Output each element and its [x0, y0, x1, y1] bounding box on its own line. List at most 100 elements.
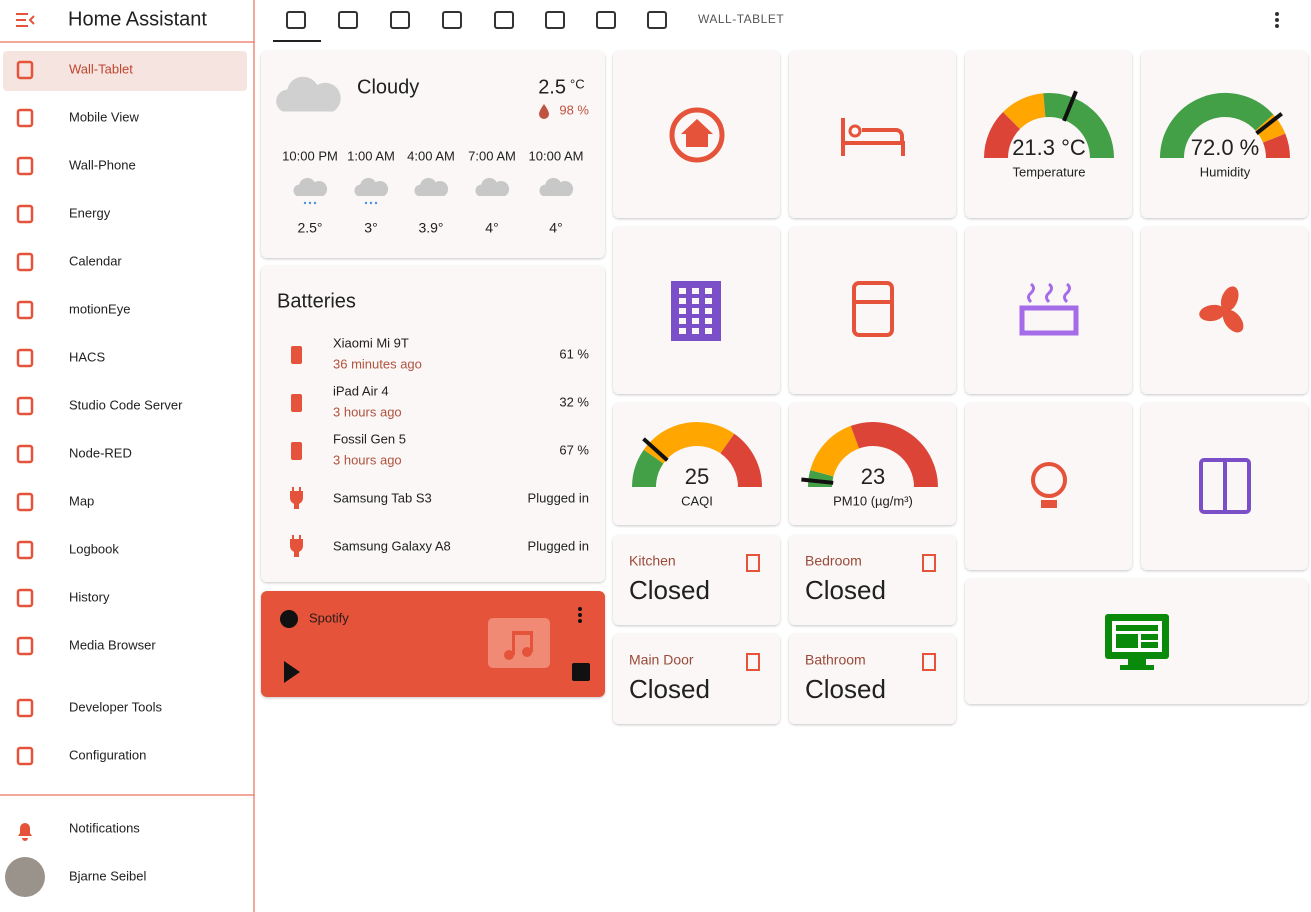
nav-item[interactable]: Bjarne Seibel: [69, 868, 146, 883]
gauge-segment: [643, 422, 735, 464]
tile-card[interactable]: [965, 403, 1132, 570]
view-tab[interactable]: [338, 11, 358, 29]
gauge-segment: [810, 425, 860, 477]
play-button[interactable]: [284, 661, 300, 683]
nav-item[interactable]: Studio Code Server: [69, 397, 183, 412]
nav-item[interactable]: Configuration: [69, 747, 146, 762]
tile-card[interactable]: [1141, 51, 1308, 218]
window: [679, 288, 686, 294]
sidebar: [0, 0, 254, 912]
door-state: Closed: [805, 674, 886, 704]
bulb-base: [1041, 500, 1057, 508]
nav-item[interactable]: motionEye: [69, 301, 130, 316]
media-placeholder: [488, 618, 550, 668]
home-icon: [669, 107, 725, 163]
gauge-needle: [801, 477, 834, 485]
nav-item[interactable]: Logbook: [69, 541, 119, 556]
bed-icon: [841, 118, 905, 156]
door-state: Closed: [629, 575, 710, 605]
humidity-icon: [539, 104, 549, 119]
view-tab[interactable]: [494, 11, 514, 29]
gauge-segment: [1160, 93, 1274, 159]
media-menu[interactable]: [578, 607, 582, 623]
gauge-value: 21.3 °C: [1012, 135, 1086, 160]
view-tab[interactable]: [286, 11, 306, 29]
battery-state: 32 %: [559, 394, 589, 409]
window: [705, 308, 712, 314]
heat-wave: [1063, 282, 1071, 304]
gauge-label: CAQI: [681, 493, 713, 508]
nav-item[interactable]: Developer Tools: [69, 699, 162, 714]
nav-icon: [16, 636, 34, 656]
nav-item[interactable]: Media Browser: [69, 637, 156, 652]
rain-drop: [364, 201, 368, 205]
view-tab[interactable]: [390, 11, 410, 29]
view-tab[interactable]: [647, 11, 667, 29]
battery-time: 36 minutes ago: [333, 356, 422, 371]
menu-icon[interactable]: [16, 13, 35, 27]
forecast-temp: 3.9°: [418, 220, 443, 236]
media-card[interactable]: [261, 591, 605, 697]
overflow-menu[interactable]: [1275, 12, 1279, 28]
door-state: Closed: [629, 674, 710, 704]
batteries-card: [261, 266, 605, 582]
nav-item[interactable]: Calendar: [69, 253, 122, 268]
nav-item[interactable]: History: [69, 589, 110, 604]
nav-icon: [16, 204, 34, 224]
batteries-title: Batteries: [277, 290, 356, 312]
forecast-time: 7:00 AM: [468, 148, 516, 163]
door-name: Kitchen: [629, 553, 676, 569]
battery-name: Xiaomi Mi 9T: [333, 335, 409, 350]
nav-icon: [16, 252, 34, 272]
view-tab[interactable]: [545, 11, 565, 29]
tile-card[interactable]: [965, 51, 1132, 218]
door-card[interactable]: [613, 535, 780, 625]
view-tab[interactable]: [596, 11, 616, 29]
gauge-value: 23: [861, 464, 885, 489]
gauge-value: 25: [685, 464, 709, 489]
forecast-time: 1:00 AM: [347, 148, 395, 163]
nav-item[interactable]: Map: [69, 493, 94, 508]
door-card[interactable]: [613, 634, 780, 724]
view-title: WALL-TABLET: [698, 12, 784, 26]
window: [705, 318, 712, 324]
nav-item[interactable]: HACS: [69, 349, 105, 364]
tile-card[interactable]: [789, 51, 956, 218]
battery-icon: [291, 442, 302, 460]
heat-wave: [1045, 282, 1053, 304]
rain-drop: [308, 201, 312, 205]
gauge-segment: [850, 422, 938, 488]
weather-condition: Cloudy: [357, 76, 419, 98]
nav-item[interactable]: Wall-Phone: [69, 157, 136, 172]
battery-name: Fossil Gen 5: [333, 431, 406, 446]
nav-item[interactable]: Wall-Tablet: [69, 61, 133, 76]
gauge-label: Temperature: [1013, 164, 1086, 179]
weather-card[interactable]: [261, 51, 605, 258]
door-icon: [922, 554, 936, 572]
plug-icon: [290, 535, 303, 557]
notification-icon: [18, 823, 32, 841]
gauge-value: 72.0 %: [1191, 135, 1260, 160]
door-card[interactable]: [789, 634, 956, 724]
fan-blade: [1220, 286, 1239, 312]
nav-item[interactable]: Energy: [69, 205, 111, 220]
window: [692, 328, 699, 334]
radiator-icon: [1019, 305, 1079, 336]
gauge-label: PM10 (µg/m³): [833, 493, 913, 508]
media-source: Spotify: [309, 610, 349, 625]
nav-icon: [16, 396, 34, 416]
cloud-icon: [276, 76, 341, 112]
nav-item[interactable]: Notifications: [69, 820, 140, 835]
view-tab[interactable]: [442, 11, 462, 29]
tile-card[interactable]: [789, 227, 956, 394]
rain-drop: [374, 201, 378, 205]
door-card[interactable]: [789, 535, 956, 625]
gauge-segment: [984, 112, 1021, 159]
nav-item[interactable]: Mobile View: [69, 109, 139, 124]
battery-state: Plugged in: [528, 490, 589, 505]
forecast-time: 10:00 AM: [529, 148, 584, 163]
app-title: Home Assistant: [68, 8, 207, 30]
nav-item[interactable]: Node-RED: [69, 445, 132, 460]
browse-media[interactable]: [572, 663, 590, 681]
